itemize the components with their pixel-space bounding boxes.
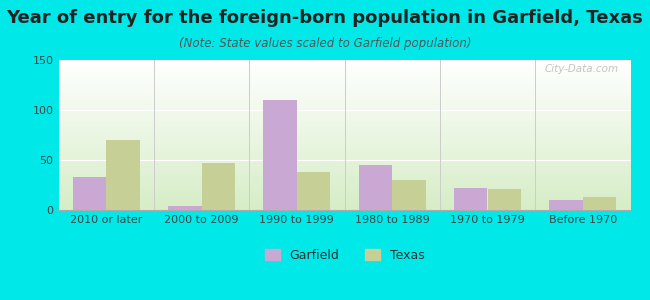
Bar xyxy=(583,197,616,210)
Bar xyxy=(202,163,235,210)
Text: Year of entry for the foreign-born population in Garfield, Texas: Year of entry for the foreign-born popul… xyxy=(6,9,644,27)
Bar xyxy=(392,180,426,210)
Bar xyxy=(297,172,330,210)
Bar xyxy=(359,165,392,210)
Bar xyxy=(168,206,202,210)
Bar xyxy=(106,140,140,210)
Legend: Garfield, Texas: Garfield, Texas xyxy=(260,244,429,267)
Bar xyxy=(73,177,106,210)
Text: (Note: State values scaled to Garfield population): (Note: State values scaled to Garfield p… xyxy=(179,38,471,50)
Text: City-Data.com: City-Data.com xyxy=(545,64,619,74)
Bar xyxy=(263,100,297,210)
Bar xyxy=(488,189,521,210)
Bar xyxy=(454,188,488,210)
Bar xyxy=(549,200,583,210)
